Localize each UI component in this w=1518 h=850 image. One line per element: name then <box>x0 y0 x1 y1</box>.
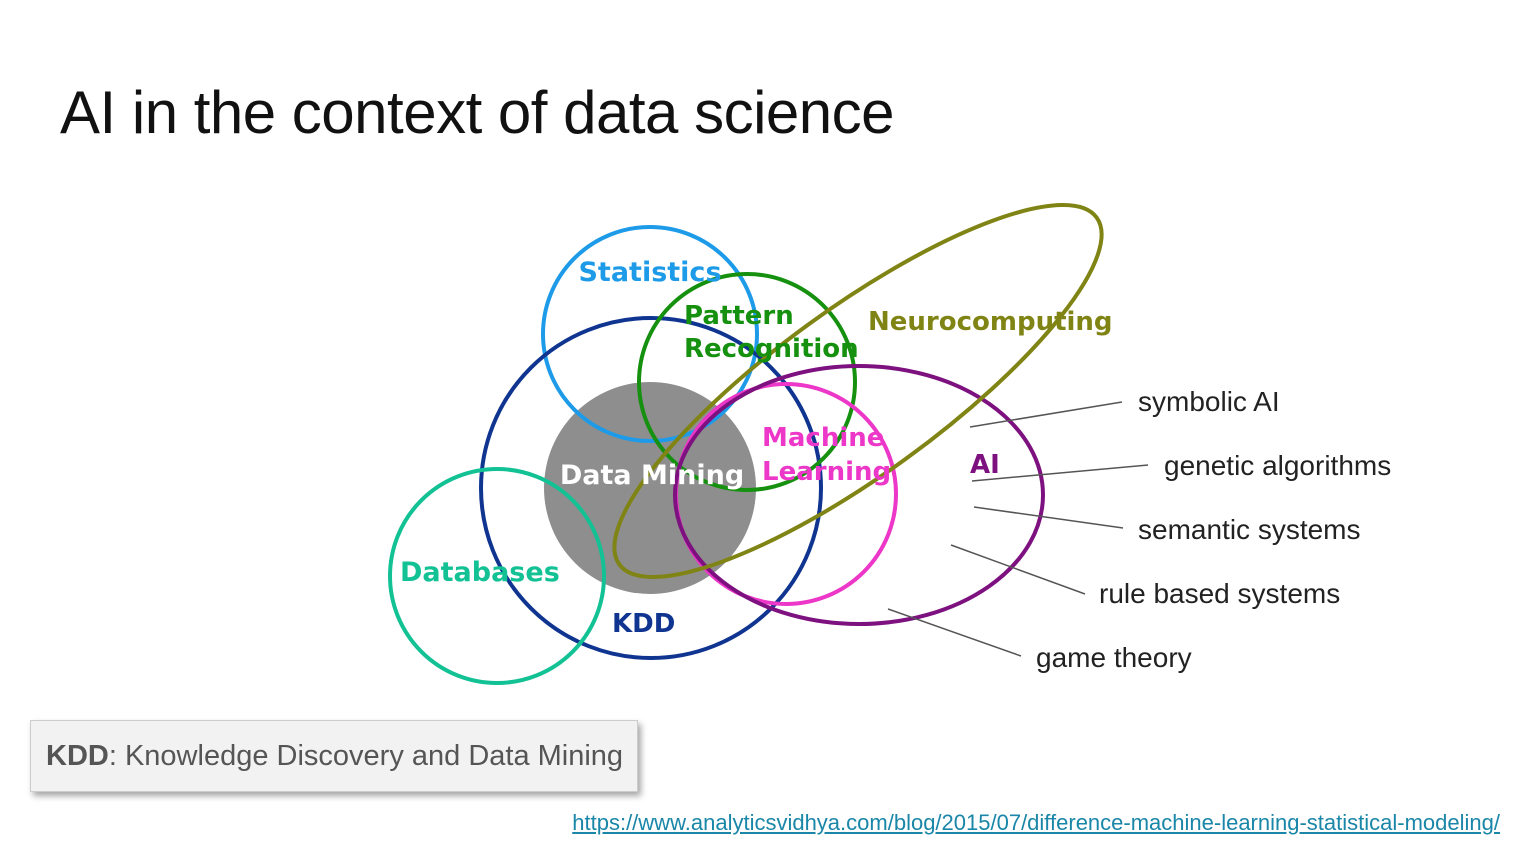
kdd-circle <box>479 316 823 660</box>
neurocomputing-ellipse <box>612 203 1104 579</box>
statistics-circle <box>541 225 759 443</box>
subfield-rule-based-systems: rule based systems <box>1099 578 1340 609</box>
leader-line-symbolic-ai <box>969 401 1123 428</box>
pattern-recognition-circle <box>637 272 857 492</box>
callout-definition: : Knowledge Discovery and Data Mining <box>108 739 624 772</box>
subfield-game-theory: game theory <box>1036 642 1192 673</box>
machine-learning-label-line1: Machine <box>762 423 884 453</box>
leader-line-game-theory <box>887 608 1022 657</box>
databases-label: Databases <box>400 557 560 588</box>
data-mining-label: Data Mining <box>560 460 744 491</box>
machine-learning-label-line2: Learning <box>762 457 891 487</box>
ai-ellipse <box>673 364 1045 626</box>
slide-title: AI in the context of data science <box>60 79 895 146</box>
leader-line-genetic-algorithms <box>971 464 1149 482</box>
subfield-genetic-algorithms: genetic algorithms <box>1164 450 1391 481</box>
source-link[interactable]: https://www.analyticsvidhya.com/blog/201… <box>572 810 1500 835</box>
leader-line-rule-based-systems <box>950 544 1086 595</box>
databases-circle <box>388 467 606 685</box>
callout-abbreviation: KDD <box>46 739 109 772</box>
statistics-label: Statistics <box>578 257 721 288</box>
kdd-label: KDD <box>612 609 675 639</box>
neurocomputing-label: Neurocomputing <box>868 307 1113 337</box>
pattern-recognition-label-line2: Recognition <box>684 334 859 364</box>
subfield-symbolic-ai: symbolic AI <box>1138 386 1280 417</box>
leader-line-semantic-systems <box>973 506 1124 529</box>
pattern-recognition-label-line1: Pattern <box>684 301 794 331</box>
ai-label: AI <box>970 450 1000 480</box>
kdd-definition-callout: KDD: Knowledge Discovery and Data Mining <box>30 720 638 792</box>
subfield-semantic-systems: semantic systems <box>1138 514 1361 545</box>
